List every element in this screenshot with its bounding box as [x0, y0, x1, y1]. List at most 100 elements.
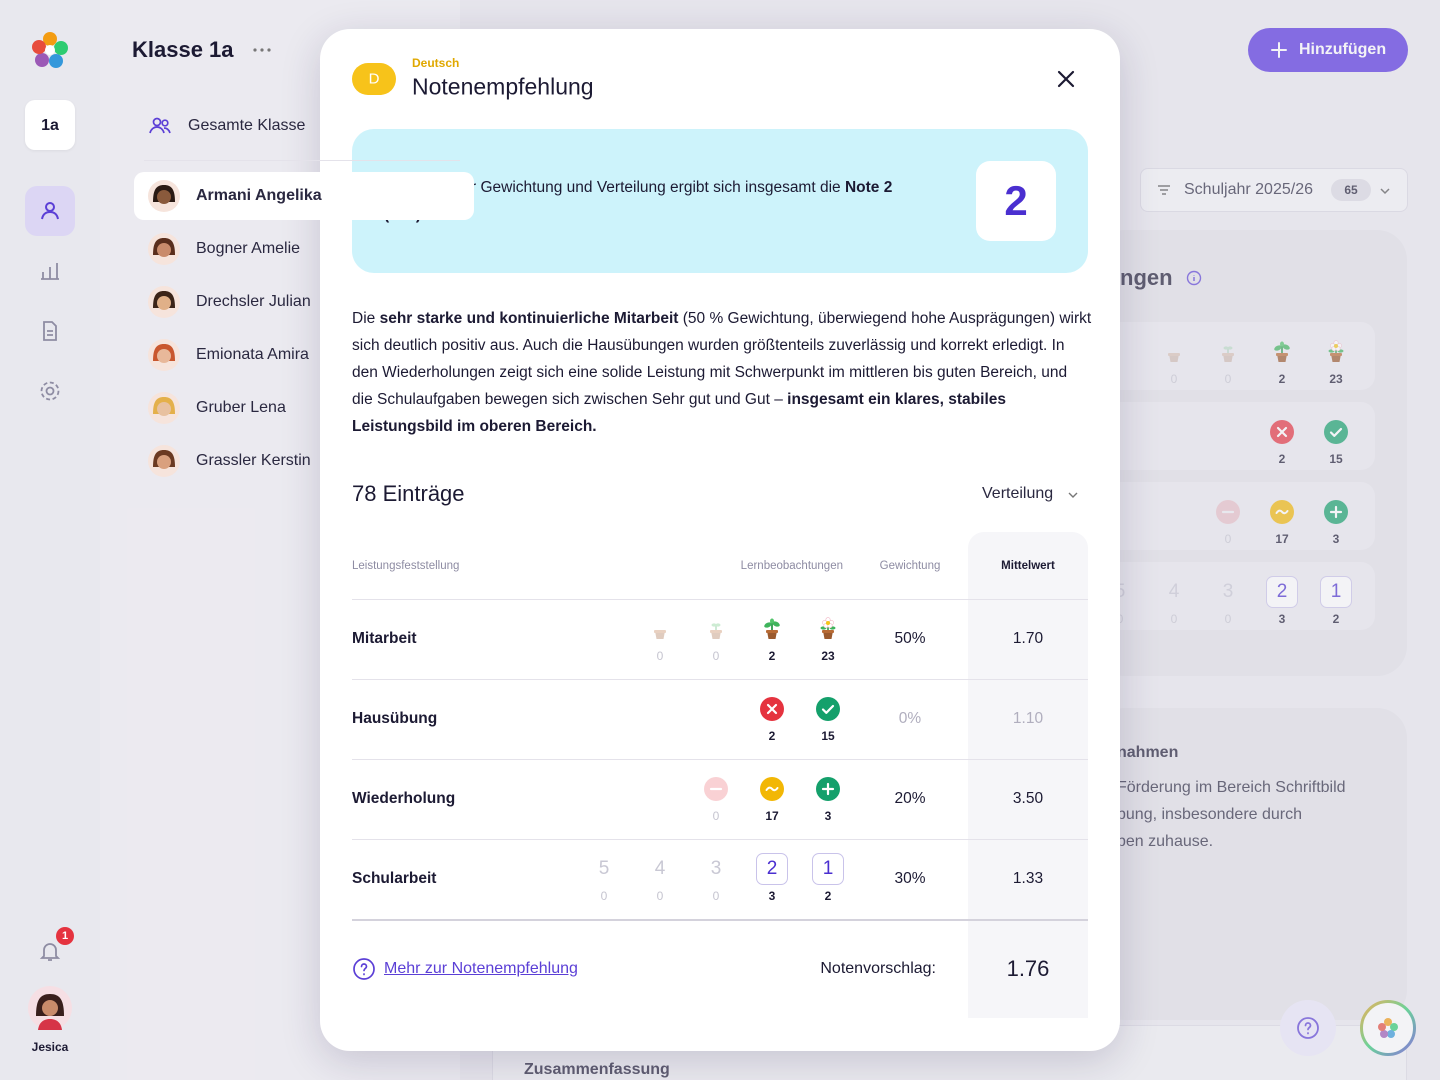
subject-badge-label: D [368, 70, 380, 88]
rating-icon-graphic [1168, 353, 1180, 362]
row-weight: 30% [894, 870, 926, 887]
grade-label: 3 [1222, 581, 1234, 602]
student-avatar [148, 180, 180, 212]
group-icon-graphic [149, 117, 171, 134]
nav-docs[interactable] [38, 319, 62, 343]
student-name[interactable]: Emionata Amira [196, 346, 309, 363]
notification-count: 1 [61, 930, 69, 942]
grade-label: 2 [1276, 581, 1288, 602]
notification-bell[interactable] [38, 939, 62, 963]
add-icon [1270, 41, 1288, 59]
explanation: Die sehr starke und kontinuierliche Mita… [352, 305, 1092, 440]
rating-count: 3 [824, 809, 832, 823]
filter-icon [1156, 182, 1172, 198]
rating-icon [760, 777, 784, 801]
rating-count: 0 [656, 649, 664, 663]
table-line [352, 679, 1088, 680]
rating-icon [648, 617, 672, 641]
rating-count: 0 [712, 809, 720, 823]
sort-chevron-graphic [1068, 492, 1078, 498]
nav-docs-graphic [43, 321, 57, 341]
assistant-button[interactable] [1360, 1000, 1416, 1056]
nav-students-graphic [41, 202, 59, 220]
table-line [352, 599, 1088, 600]
rating-count: 2 [1278, 372, 1286, 386]
entries-title: 78 Einträge [352, 481, 465, 506]
grade-label: 5 [598, 858, 610, 879]
rating-icon [1216, 340, 1240, 364]
rating-icon [1270, 340, 1294, 364]
rating-icon [1270, 500, 1294, 524]
rating-count: 2 [824, 889, 832, 903]
proposal-value: 1.76 [1006, 956, 1050, 981]
rating-count: 0 [1170, 612, 1178, 626]
app-logo[interactable] [30, 30, 70, 70]
measures-panel [1095, 708, 1407, 1020]
rating-count: 0 [1224, 372, 1232, 386]
student-name[interactable]: Armani Angelika [196, 187, 322, 204]
row-mean: 1.70 [1012, 630, 1044, 647]
student-name[interactable]: Bogner Amelie [196, 240, 301, 257]
row-mean: 1.10 [1012, 710, 1044, 727]
close-button[interactable] [1056, 69, 1076, 89]
rating-count: 3 [768, 889, 776, 903]
help-icon [1296, 1016, 1320, 1040]
rating-icon [816, 617, 840, 641]
nav-students[interactable] [38, 199, 62, 223]
nav-settings[interactable] [38, 379, 62, 403]
row-weight: 0% [898, 710, 922, 727]
student-name[interactable]: Drechsler Julian [196, 293, 311, 310]
selected-student-bg[interactable] [134, 172, 474, 220]
rating-count: 0 [1224, 612, 1232, 626]
group-icon[interactable] [148, 114, 172, 138]
rating-count: 0 [712, 889, 720, 903]
row-name: Mitarbeit [352, 630, 417, 647]
rating-icon-graphic [1324, 420, 1348, 444]
divider [144, 160, 460, 161]
rating-count: 2 [768, 649, 776, 663]
sort-chevron[interactable] [1067, 488, 1079, 500]
rating-count: 2 [1278, 452, 1286, 466]
row-weight: 20% [894, 790, 926, 807]
student-avatar [148, 392, 180, 424]
student-name[interactable]: Gruber Lena [196, 399, 286, 416]
nav-stats[interactable] [38, 259, 62, 283]
column-header: Mittelwert [1001, 560, 1055, 572]
result-box [352, 129, 1088, 273]
user-avatar[interactable] [28, 986, 72, 1030]
notification-badge [56, 927, 74, 945]
help-link[interactable]: Mehr zur Notenempfehlung [384, 960, 578, 977]
all-students[interactable]: Gesamte Klasse [188, 117, 306, 134]
class-badge[interactable] [25, 100, 75, 150]
rating-count: 0 [1170, 372, 1178, 386]
rating-icon-graphic [1328, 340, 1344, 362]
rating-icon-graphic [654, 630, 666, 639]
grade-label: 5 [1114, 581, 1126, 602]
rating-icon [1324, 500, 1348, 524]
class-name: Klasse 1a [132, 37, 234, 62]
grade-box [756, 853, 788, 885]
grade-label: 1 [822, 858, 834, 879]
rating-icon-graphic [704, 777, 728, 801]
rating-count: 0 [600, 889, 608, 903]
class-menu[interactable] [253, 39, 271, 57]
school-year-count: 65 [1344, 183, 1358, 197]
nav-settings-graphic [40, 381, 60, 401]
assistant-button-graphic [1360, 1000, 1416, 1056]
row-name: Hausübung [352, 710, 438, 727]
sort-select[interactable]: Verteilung [982, 485, 1054, 502]
rating-count: 0 [1224, 532, 1232, 546]
student-avatar [148, 339, 180, 371]
help-link-icon[interactable] [352, 957, 376, 981]
grade-label: 4 [654, 858, 666, 879]
help-link-icon-graphic [353, 958, 375, 980]
student-name[interactable]: Grassler Kerstin [196, 452, 311, 469]
rating-icon [704, 777, 728, 801]
table-line [352, 839, 1088, 840]
info-icon-graphic [1186, 270, 1202, 286]
result-text-part: Auf Basis der Gewichtung und Verteilung … [384, 179, 845, 196]
student-avatar-graphic [148, 286, 180, 318]
rating-count: 2 [1332, 612, 1340, 626]
student-avatar-graphic [148, 445, 180, 477]
